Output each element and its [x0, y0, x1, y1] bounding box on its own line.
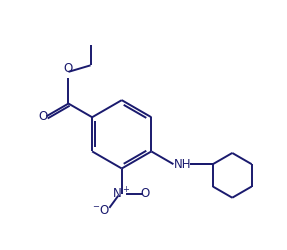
Text: $^{-}$O: $^{-}$O — [92, 204, 110, 217]
Text: N$^+$: N$^+$ — [113, 186, 131, 202]
Text: O: O — [64, 62, 73, 75]
Text: NH: NH — [174, 158, 191, 171]
Text: O: O — [140, 188, 150, 200]
Text: O: O — [38, 110, 47, 123]
